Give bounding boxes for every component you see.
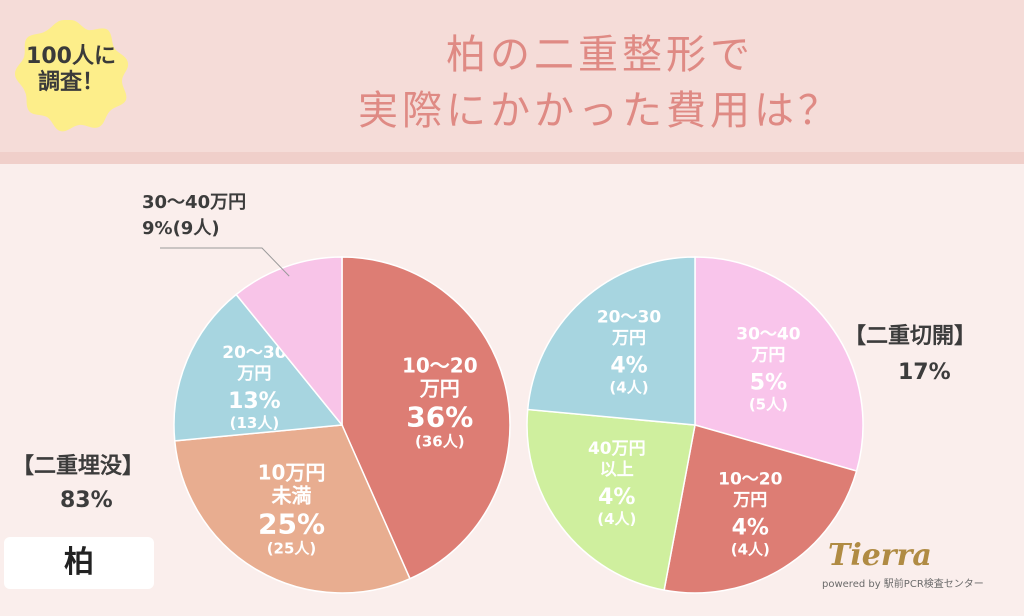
chart2-slice-1-count: (5人) bbox=[749, 396, 788, 414]
chart2-slice-3-count: (4人) bbox=[597, 510, 636, 528]
badge-text: 100人に 調査！ bbox=[12, 44, 130, 96]
page-title-line1: 柏の二重整形で bbox=[446, 32, 754, 78]
chart1-slice-3-label-2: 万円 bbox=[236, 364, 271, 384]
chart2-slice-3-pct: 4% bbox=[598, 485, 635, 510]
chart2-slice-1-pct: 5% bbox=[750, 371, 787, 396]
chart1-group-heading: 【二重埋没】 bbox=[12, 454, 145, 479]
chart1-slice-2-label-2: 未満 bbox=[272, 483, 312, 507]
chart1-callout-value: 9%(9人) bbox=[142, 216, 246, 242]
badge-starburst-icon bbox=[15, 20, 129, 132]
chart2-slice-4-count: (4人) bbox=[609, 379, 648, 397]
chart2-slice-2-count: (4人) bbox=[731, 540, 770, 558]
chart2-slice-2-pct: 4% bbox=[732, 515, 769, 540]
chart2-slice-2 bbox=[663, 424, 858, 594]
chart2-slice-2-label-1: 10〜20 bbox=[718, 469, 782, 489]
chart1-slice-3-count: (13人) bbox=[230, 414, 280, 432]
chart2-slice-4-label-1: 20〜30 bbox=[597, 308, 661, 328]
chart1-slice-2 bbox=[173, 424, 411, 594]
chart1-leader-line bbox=[160, 247, 290, 277]
chart1-slice-1-label-1: 10〜20 bbox=[402, 353, 478, 377]
chart2-slice-1-label-2: 万円 bbox=[750, 346, 785, 366]
chart1-callout-label: 30〜40万円 9%(9人) bbox=[142, 190, 246, 242]
chart1-slice-3-pct: 13% bbox=[228, 389, 281, 414]
chart1-slice-2-pct: 25% bbox=[258, 507, 325, 540]
chart1-slice-1-pct: 36% bbox=[406, 400, 473, 433]
chart2-group-share: 17% bbox=[898, 360, 951, 385]
badge-line2: 調査！ bbox=[37, 70, 104, 95]
chart1-slice-1-label-2: 万円 bbox=[419, 376, 460, 400]
chart1-slice-2-count: (25人) bbox=[267, 539, 317, 557]
chart2-group-heading: 【二重切開】 bbox=[844, 324, 977, 349]
chart2-slice-3-label-1: 40万円 bbox=[588, 439, 646, 459]
chart1-slice-1 bbox=[341, 256, 511, 580]
chart1-slice-1-count: (36人) bbox=[415, 432, 465, 450]
chart2-slice-2-label-2: 万円 bbox=[732, 490, 767, 510]
chart1-callout-pct: 9% bbox=[142, 218, 173, 239]
chart2-slice-4-pct: 4% bbox=[610, 354, 647, 379]
chart2-slice-1-label-1: 30〜40 bbox=[736, 325, 800, 345]
logo-tagline: powered by 駅前PCR検査センター bbox=[822, 579, 984, 590]
city-label: 柏 bbox=[4, 537, 154, 589]
divider-band bbox=[0, 152, 1024, 164]
chart2-slice-4 bbox=[526, 256, 696, 426]
chart1-slice-4 bbox=[235, 256, 343, 428]
chart1-callout-count: (9人) bbox=[172, 218, 220, 239]
chart2-slice-3-label-2: 以上 bbox=[600, 460, 634, 480]
header-band bbox=[0, 0, 1024, 152]
chart1-slice-3-label-1: 20〜30 bbox=[222, 343, 286, 363]
page-title-line2: 実際にかかった費用は？ bbox=[358, 88, 842, 134]
logo-name: Tierra bbox=[828, 538, 932, 573]
chart2-slice-1 bbox=[694, 256, 864, 472]
chart1-callout-range: 30〜40万円 bbox=[142, 192, 247, 213]
badge-line1: 100人に bbox=[26, 44, 116, 69]
chart1-group-share: 83% bbox=[60, 488, 113, 513]
chart1-slice-3 bbox=[173, 293, 344, 442]
chart2-slice-4-label-2: 万円 bbox=[611, 329, 646, 349]
chart1-slice-2-label-1: 10万円 bbox=[258, 460, 326, 484]
chart2-slice-3 bbox=[526, 408, 696, 592]
